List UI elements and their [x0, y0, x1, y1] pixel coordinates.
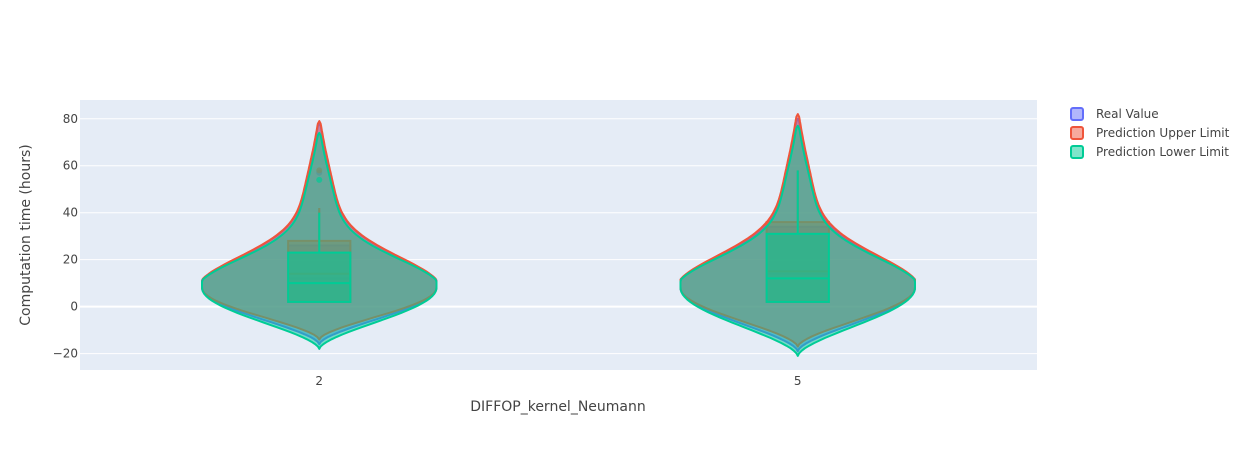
x-tick-label: 2: [315, 374, 323, 388]
legend-item[interactable]: Real Value: [1070, 107, 1159, 121]
y-axis-ticks: −20 0 20 40 60 80: [53, 112, 78, 361]
legend-swatch: [1070, 126, 1084, 140]
legend-label: Real Value: [1096, 107, 1159, 121]
violin-outlier: [316, 176, 323, 183]
violin-box: [765, 232, 830, 303]
legend: Real Value Prediction Upper Limit Predicti…: [1070, 107, 1230, 159]
legend-item[interactable]: Prediction Upper Limit: [1070, 126, 1230, 140]
legend-swatch: [1070, 145, 1084, 159]
y-tick-label: 0: [70, 300, 78, 314]
plot-area: [80, 100, 1037, 370]
y-tick-label: 20: [63, 253, 78, 267]
legend-swatch: [1070, 107, 1084, 121]
y-tick-label: −20: [53, 347, 78, 361]
violins: [201, 113, 916, 357]
legend-label: Prediction Upper Limit: [1096, 126, 1230, 140]
x-axis-title: DIFFOP_kernel_Neumann: [470, 399, 646, 415]
legend-label: Prediction Lower Limit: [1096, 145, 1229, 159]
y-tick-label: 60: [63, 159, 78, 173]
y-axis-title: Computation time (hours): [18, 144, 34, 325]
y-tick-label: 40: [63, 206, 78, 220]
legend-item[interactable]: Prediction Lower Limit: [1070, 145, 1229, 159]
violin-box: [287, 251, 352, 303]
x-tick-label: 5: [794, 374, 802, 388]
y-tick-label: 80: [63, 112, 78, 126]
